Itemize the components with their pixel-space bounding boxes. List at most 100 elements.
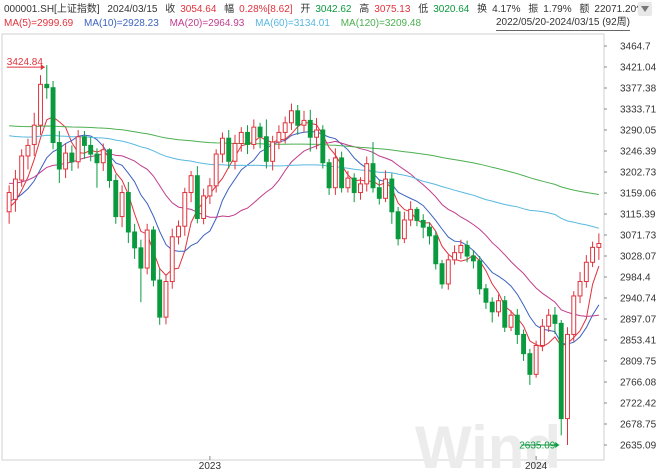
- candle-body: [226, 137, 232, 162]
- change-label: 幅: [224, 4, 235, 15]
- ma-legend: MA(5)=2999.69 MA(10)=2928.23 MA(20)=2964…: [4, 16, 564, 32]
- candle-body: [263, 136, 269, 162]
- y-tick-label: 2940.74: [620, 293, 657, 304]
- symbol-code: 000001.SH[上证指数]: [4, 4, 100, 15]
- open-value: 3042.62: [315, 4, 352, 15]
- candle-body: [590, 246, 596, 263]
- candle-body: [282, 122, 288, 133]
- y-tick-label: 3071.73: [620, 230, 657, 241]
- candle-body: [414, 208, 420, 221]
- y-tick-label: 2635.09: [620, 441, 657, 452]
- candle-body: [345, 177, 351, 189]
- y-tick-label: 3333.71: [620, 104, 657, 115]
- candle-body: [539, 325, 545, 346]
- candle-body: [395, 211, 401, 240]
- ma60-legend: MA(60)=3134.01: [255, 18, 330, 29]
- candle-body: [295, 110, 301, 126]
- candle-body: [289, 110, 294, 124]
- candle-body: [31, 124, 37, 145]
- close-label: 收: [165, 4, 176, 15]
- candle-body: [514, 314, 520, 335]
- candle-body: [144, 229, 150, 269]
- candle-body: [176, 225, 181, 238]
- candle-body: [75, 136, 81, 163]
- candle-body: [502, 300, 508, 328]
- y-tick-label: 2678.75: [620, 420, 657, 431]
- amount-label: 额: [579, 4, 590, 15]
- candle-body: [326, 162, 332, 189]
- y-tick-label: 3464.7: [620, 42, 651, 53]
- candle-body: [521, 333, 527, 355]
- ma20-legend: MA(20)=2964.93: [169, 18, 245, 29]
- ma10-legend: MA(10)=2928.23: [84, 18, 159, 29]
- candle-body: [364, 163, 370, 185]
- candle-body: [489, 301, 495, 313]
- quote-info-bar: 000001.SH[上证指数] 2024/03/15 收 3054.64 幅 0.2…: [4, 2, 646, 18]
- y-tick-label: 2897.07: [620, 315, 657, 326]
- candle-body: [88, 144, 94, 155]
- candle-body: [483, 288, 489, 303]
- candle-body: [251, 126, 257, 145]
- candle-body: [188, 175, 194, 194]
- candle-body: [596, 243, 602, 248]
- candle-body: [50, 87, 56, 144]
- dropdown-icon[interactable]: [638, 2, 652, 16]
- amplitude-value: 1.79%: [543, 4, 572, 15]
- candle-body: [238, 131, 244, 144]
- candle-body: [270, 141, 276, 162]
- y-tick-label: 2853.41: [620, 335, 657, 346]
- candle-body: [565, 333, 570, 420]
- y-tick-label: 3159.06: [620, 188, 657, 199]
- candle-body: [351, 177, 357, 194]
- x-tick-label: 2024: [525, 461, 548, 471]
- candle-body: [138, 247, 144, 269]
- ma-line-60: [9, 134, 600, 229]
- candle-body: [452, 252, 458, 261]
- candle-body: [339, 157, 345, 189]
- candle-body: [94, 153, 100, 164]
- candle-body: [157, 279, 163, 318]
- candle-body: [458, 244, 464, 254]
- candle-body: [508, 314, 514, 328]
- date-range-selector[interactable]: 2022/05/20-2024/03/15 (92周): [496, 16, 630, 31]
- candle-body: [583, 261, 589, 283]
- amplitude-label: 振: [528, 4, 539, 15]
- candle-body: [107, 149, 112, 182]
- candle-body: [276, 131, 282, 143]
- candle-body: [182, 192, 188, 227]
- candle-body: [558, 322, 564, 420]
- candle-body: [552, 314, 558, 324]
- high-label: 高: [359, 4, 370, 15]
- candle-body: [213, 153, 219, 187]
- open-label: 开: [300, 4, 311, 15]
- candle-body: [25, 144, 31, 157]
- amount-value: 22071.20亿: [594, 4, 647, 15]
- candle-body: [201, 195, 207, 220]
- y-tick-label: 2722.42: [620, 398, 657, 409]
- plot-frame: [1, 33, 605, 461]
- candle-body: [63, 152, 69, 170]
- candle-body: [477, 260, 483, 290]
- y-tick-label: 3421.04: [620, 62, 657, 73]
- candle-body: [358, 183, 363, 194]
- y-tick-label: 3290.05: [620, 125, 657, 136]
- candle-body: [320, 129, 326, 164]
- ma-line-20: [9, 140, 599, 317]
- candle-body: [113, 180, 119, 218]
- candle-body: [307, 119, 313, 138]
- candle-body: [6, 192, 12, 213]
- ma-line-120: [9, 125, 599, 195]
- low-label: 低: [418, 4, 429, 15]
- ma-line-10: [8, 131, 600, 345]
- candle-body: [332, 157, 338, 189]
- candle-body: [219, 137, 225, 155]
- candle-body: [150, 229, 156, 281]
- candle-body: [527, 353, 533, 375]
- y-tick-label: 2809.75: [620, 356, 657, 367]
- candle-body: [370, 163, 376, 189]
- candle-body: [38, 83, 43, 126]
- candle-body: [439, 263, 445, 285]
- high-value: 3075.13: [374, 4, 411, 15]
- candle-body: [433, 235, 439, 265]
